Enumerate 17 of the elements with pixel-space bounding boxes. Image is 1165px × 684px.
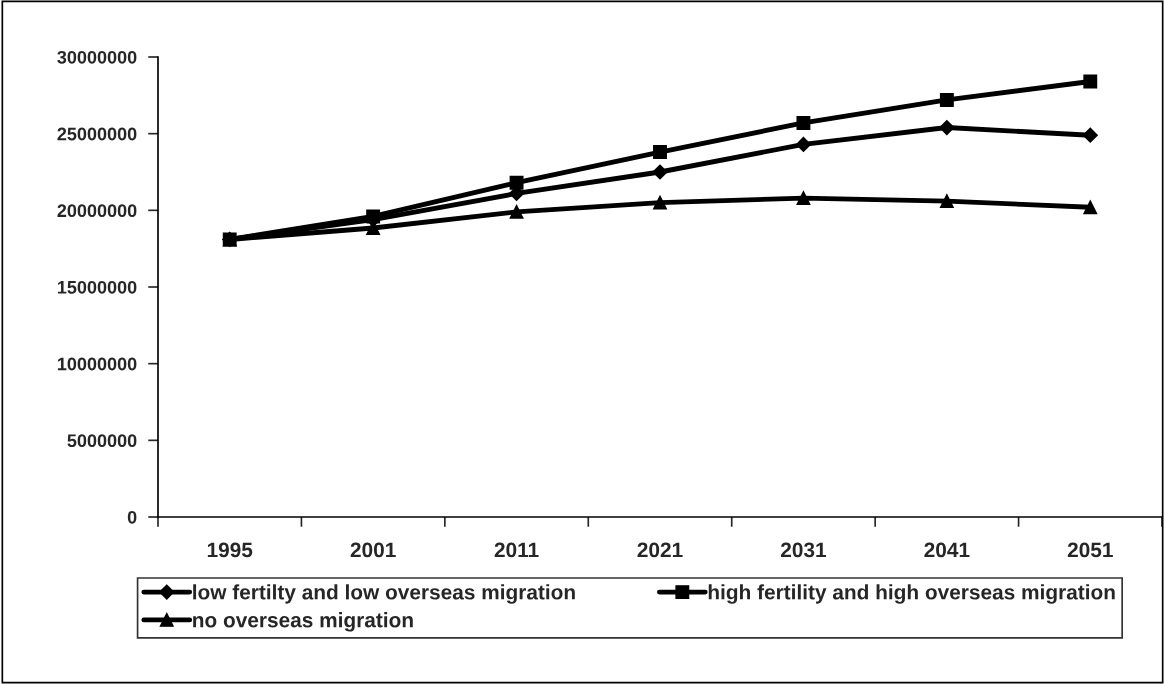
x-tick-label: 2041 (924, 542, 970, 558)
y-tick-label: 15000000 (57, 280, 137, 294)
x-tick-label: 2031 (780, 542, 827, 558)
y-tick-label: 5000000 (67, 434, 137, 448)
y-tick-label: 0 (127, 510, 137, 524)
x-tick-label: 2051 (1067, 542, 1113, 558)
y-tick-label: 20000000 (57, 204, 137, 218)
x-tick-label: 2001 (350, 542, 396, 558)
x-tick-label: 1995 (207, 542, 253, 558)
y-tick-label: 25000000 (57, 127, 137, 141)
legend-label: no overseas migration (193, 612, 413, 632)
x-tick-label: 2011 (494, 542, 539, 558)
y-tick-label: 30000000 (57, 50, 137, 64)
legend-label: high fertility and high overseas migration (708, 584, 1115, 604)
legend-label: low fertilty and low overseas migration (193, 584, 575, 604)
x-tick-label: 2021 (637, 542, 683, 558)
y-tick-label: 10000000 (57, 357, 137, 371)
